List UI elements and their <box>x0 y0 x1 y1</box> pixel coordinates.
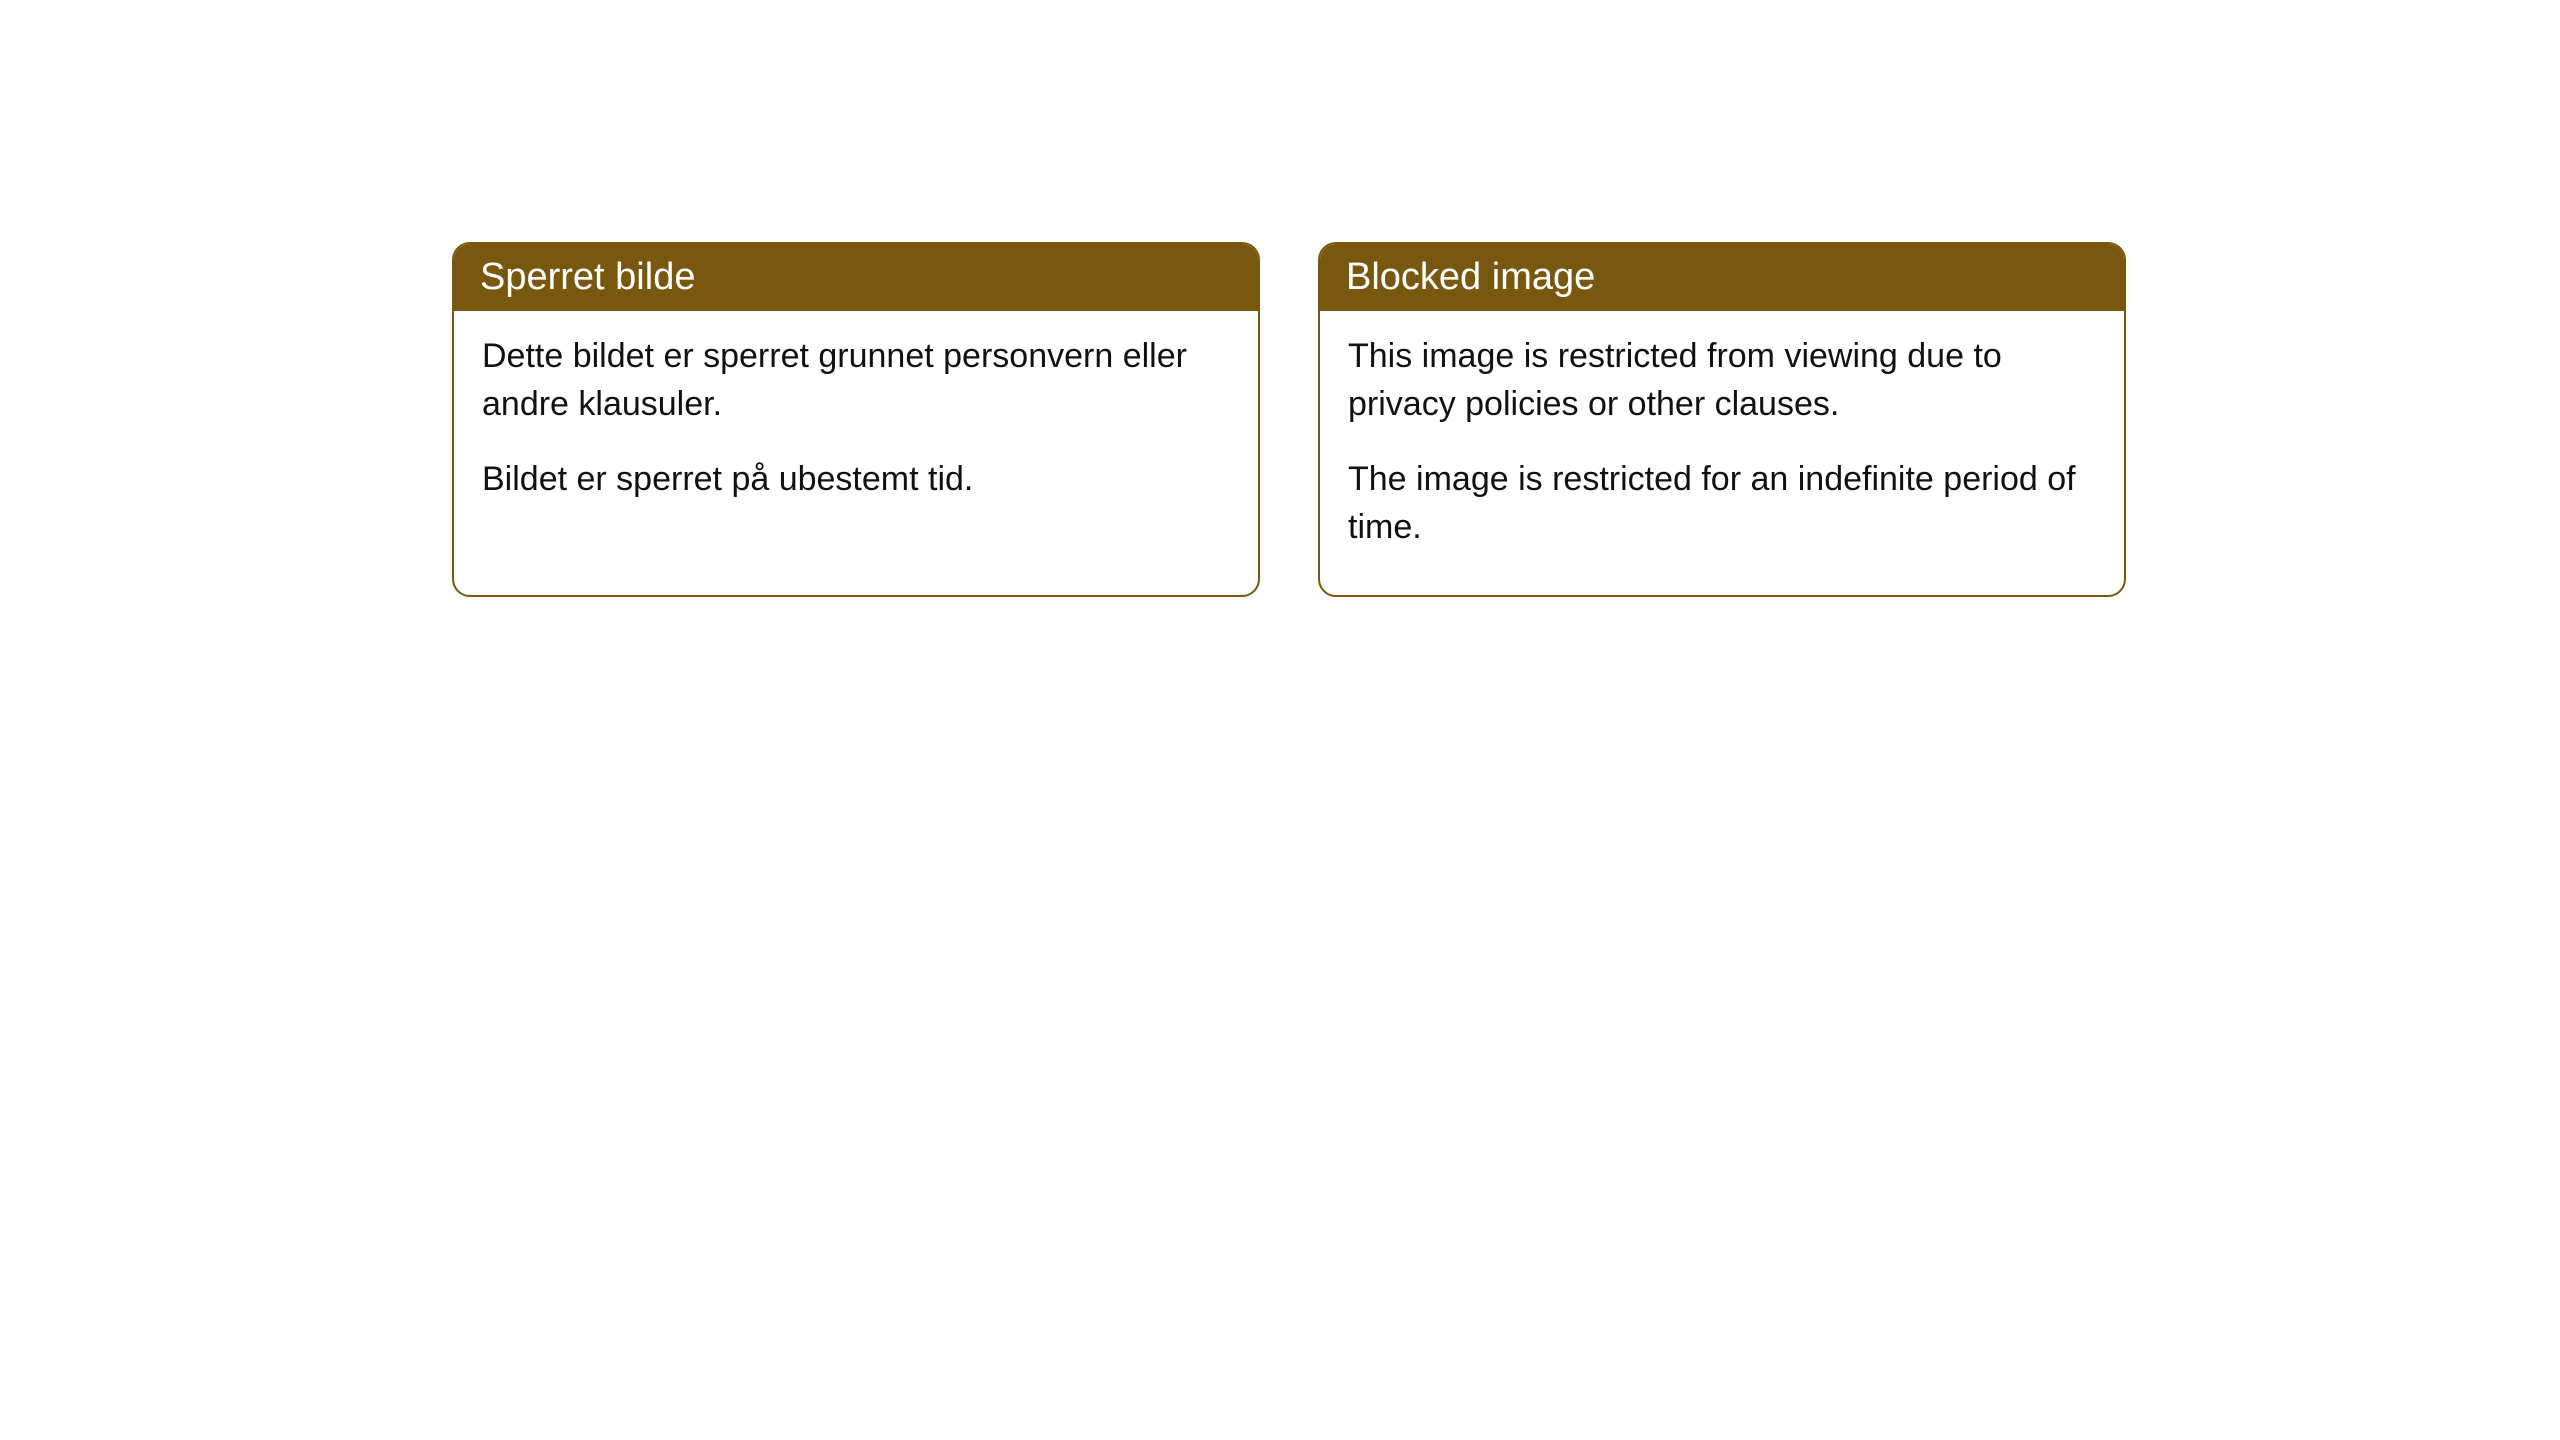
card-body: This image is restricted from viewing du… <box>1320 311 2124 595</box>
card-body: Dette bildet er sperret grunnet personve… <box>454 311 1258 548</box>
card-paragraph: Dette bildet er sperret grunnet personve… <box>482 333 1230 428</box>
card-title: Blocked image <box>1346 256 1595 298</box>
card-title: Sperret bilde <box>480 256 695 298</box>
notice-card-english: Blocked image This image is restricted f… <box>1318 242 2126 597</box>
notice-card-norwegian: Sperret bilde Dette bildet er sperret gr… <box>452 242 1260 597</box>
card-paragraph: This image is restricted from viewing du… <box>1348 333 2096 428</box>
card-header: Blocked image <box>1320 244 2124 311</box>
card-paragraph: The image is restricted for an indefinit… <box>1348 456 2096 551</box>
card-paragraph: Bildet er sperret på ubestemt tid. <box>482 456 1230 504</box>
card-header: Sperret bilde <box>454 244 1258 311</box>
notice-cards-container: Sperret bilde Dette bildet er sperret gr… <box>0 0 2560 597</box>
